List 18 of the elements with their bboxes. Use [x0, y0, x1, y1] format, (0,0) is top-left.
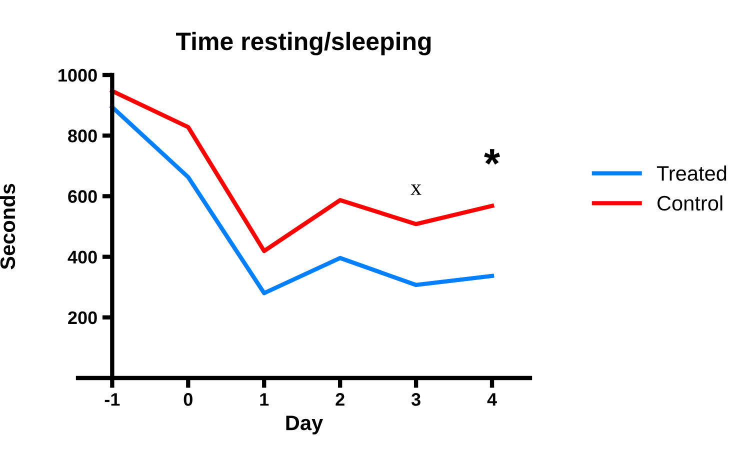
y-tick-label: 1000	[58, 68, 97, 82]
x-tick-label: 0	[184, 393, 192, 406]
x-tick-label: -1	[104, 393, 120, 406]
y-axis-title: Seconds	[0, 184, 16, 270]
chart-title: Time resting/sleeping	[176, 32, 431, 56]
x-tick-label: 4	[487, 393, 497, 406]
x-tick-label: 1	[260, 393, 269, 406]
y-tick-label: 400	[68, 250, 97, 264]
x-axis-title: Day	[286, 416, 323, 434]
annotation: *	[484, 149, 500, 165]
legend-label: Treated	[656, 166, 726, 181]
legend-label: Control	[658, 195, 722, 211]
x-tick-label: 2	[336, 393, 344, 406]
y-tick-label: 200	[68, 311, 97, 324]
y-tick-label: 800	[68, 130, 97, 142]
x-tick-label: 3	[411, 393, 420, 406]
annotation: x	[410, 184, 422, 195]
y-tick-label: 600	[68, 190, 97, 203]
